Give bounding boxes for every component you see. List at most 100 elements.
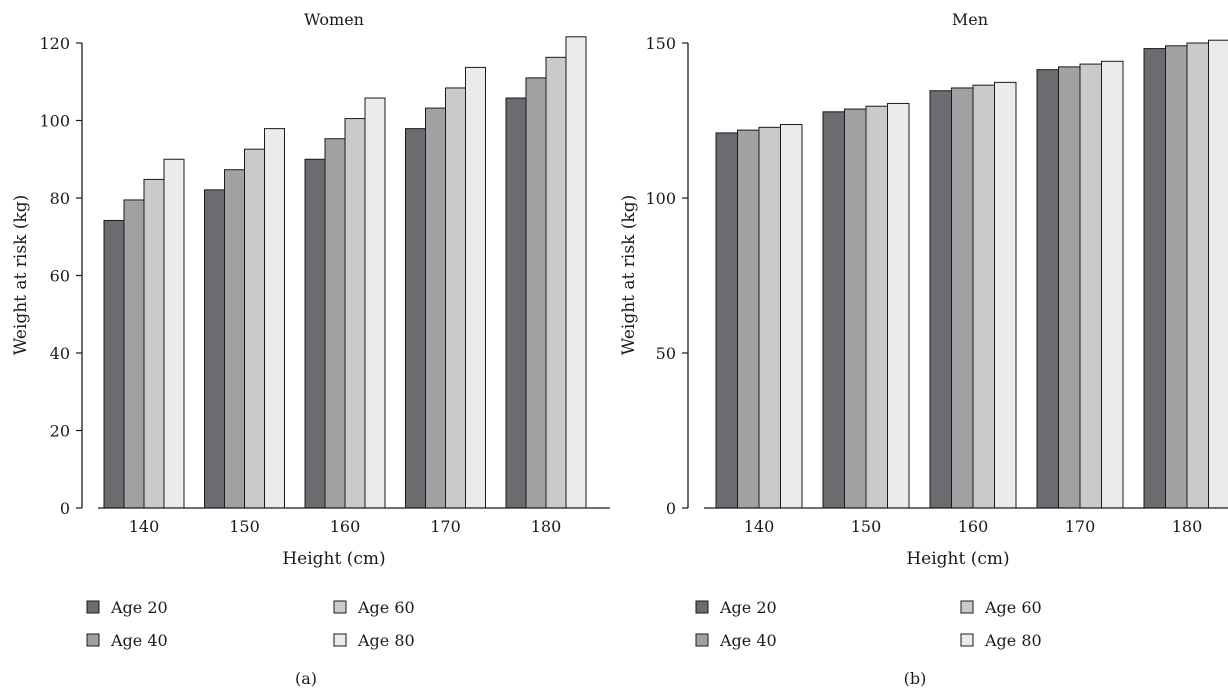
bar-age-20-160: [929, 90, 952, 509]
x-tick-label: 170: [430, 517, 461, 536]
legend-label: Age 20: [110, 598, 168, 617]
bar-age-80-150: [264, 128, 285, 509]
bar-age-80-180: [565, 36, 587, 509]
bar-age-60-160: [344, 118, 366, 509]
legend-item: Age 60: [333, 598, 415, 617]
y-tick-label: 40: [50, 344, 70, 363]
x-axis-label: Height (cm): [282, 549, 385, 569]
legend-swatch: [86, 600, 100, 614]
legend-item: Age 40: [695, 631, 777, 650]
y-tick-label: 150: [645, 34, 676, 53]
x-tick-label: 160: [958, 517, 989, 536]
y-tick-label: 60: [50, 267, 70, 286]
bar-age-60-180: [1186, 42, 1209, 509]
axes-group: 140 150 160 170 180 0 20 40 60 80 100 120: [39, 34, 610, 536]
legend: Age 20 Age 40 Age 60 Age 80: [86, 598, 415, 650]
legend-label: Age 80: [357, 631, 415, 650]
bar-age-20-140: [715, 132, 738, 509]
bar-age-40-150: [224, 169, 245, 509]
x-tick-label: 180: [1172, 517, 1203, 536]
bar-age-40-140: [737, 129, 760, 509]
x-tick-label: 160: [330, 517, 361, 536]
bar-age-60-160: [972, 84, 995, 509]
men-chart-panel: Men Weight at risk (kg) Height (cm) 140 1…: [619, 10, 1228, 688]
bar-age-80-150: [887, 102, 910, 509]
legend-swatch: [86, 633, 100, 647]
panel-label: (b): [904, 669, 927, 688]
women-chart-panel: Women Weight at risk (kg) Height (cm) 14…: [11, 10, 610, 688]
bar-age-20-170: [405, 128, 426, 509]
legend-label: Age 80: [984, 631, 1042, 650]
x-tick-label: 150: [851, 517, 882, 536]
bar-age-20-140: [103, 219, 125, 509]
legend-swatch: [695, 600, 709, 614]
bar-age-80-170: [465, 66, 486, 509]
bar-age-80-140: [780, 124, 803, 509]
bar-age-60-140: [143, 178, 165, 509]
bar-age-20-170: [1036, 69, 1059, 509]
bar-age-60-150: [244, 148, 265, 509]
bar-age-40-160: [951, 87, 974, 509]
legend-swatch: [333, 600, 347, 614]
legend-swatch: [960, 633, 974, 647]
y-tick-label: 20: [50, 422, 70, 441]
legend-item: Age 40: [86, 631, 168, 650]
bars-group: [715, 39, 1228, 509]
bar-age-40-170: [425, 107, 446, 509]
y-tick-label: 120: [39, 34, 70, 53]
x-tick-label: 140: [744, 517, 775, 536]
legend-label: Age 40: [110, 631, 168, 650]
bar-age-40-170: [1058, 66, 1081, 509]
y-tick-label: 80: [50, 189, 70, 208]
legend-label: Age 40: [719, 631, 777, 650]
panel-label: (a): [295, 669, 317, 688]
y-axis-label: Weight at risk (kg): [619, 195, 639, 355]
x-tick-label: 140: [129, 517, 160, 536]
y-tick-label: 100: [39, 112, 70, 131]
bar-age-20-150: [204, 189, 225, 509]
bar-age-60-180: [545, 56, 567, 509]
legend-swatch: [333, 633, 347, 647]
bar-age-20-160: [304, 158, 326, 509]
legend-item: Age 20: [86, 598, 168, 617]
bar-age-60-150: [865, 105, 888, 509]
legend-label: Age 60: [984, 598, 1042, 617]
chart-title: Men: [952, 10, 988, 29]
y-tick-label: 0: [60, 499, 70, 518]
bar-age-20-180: [1143, 48, 1166, 509]
legend-item: Age 20: [695, 598, 777, 617]
legend-item: Age 60: [960, 598, 1042, 617]
bar-age-20-150: [822, 111, 845, 509]
bars-group: [103, 36, 587, 509]
bar-age-40-180: [525, 77, 547, 509]
y-tick-label: 0: [666, 499, 676, 518]
bar-age-80-160: [364, 97, 386, 509]
x-tick-label: 150: [229, 517, 260, 536]
bar-age-80-160: [994, 81, 1017, 509]
y-tick-label: 50: [656, 344, 676, 363]
bar-age-40-180: [1165, 45, 1188, 509]
legend-swatch: [960, 600, 974, 614]
x-axis-label: Height (cm): [906, 549, 1009, 569]
chart-title: Women: [304, 10, 364, 29]
bar-age-40-160: [324, 138, 346, 509]
legend: Age 20 Age 40 Age 60 Age 80: [695, 598, 1042, 650]
y-tick-label: 100: [645, 189, 676, 208]
bar-age-40-140: [123, 199, 145, 509]
bar-age-80-180: [1208, 39, 1228, 509]
y-axis-label: Weight at risk (kg): [11, 195, 31, 355]
legend-item: Age 80: [333, 631, 415, 650]
legend-label: Age 60: [357, 598, 415, 617]
bar-age-60-140: [758, 126, 781, 509]
axes-group: 140 150 160 170 180 0 50 100 150: [645, 34, 1228, 536]
legend-swatch: [695, 633, 709, 647]
x-tick-label: 180: [531, 517, 562, 536]
bar-age-60-170: [1079, 63, 1102, 509]
legend-item: Age 80: [960, 631, 1042, 650]
bar-age-20-180: [505, 97, 527, 509]
legend-label: Age 20: [719, 598, 777, 617]
bar-age-80-170: [1101, 60, 1124, 509]
x-tick-label: 170: [1065, 517, 1096, 536]
bar-age-60-170: [445, 87, 466, 509]
